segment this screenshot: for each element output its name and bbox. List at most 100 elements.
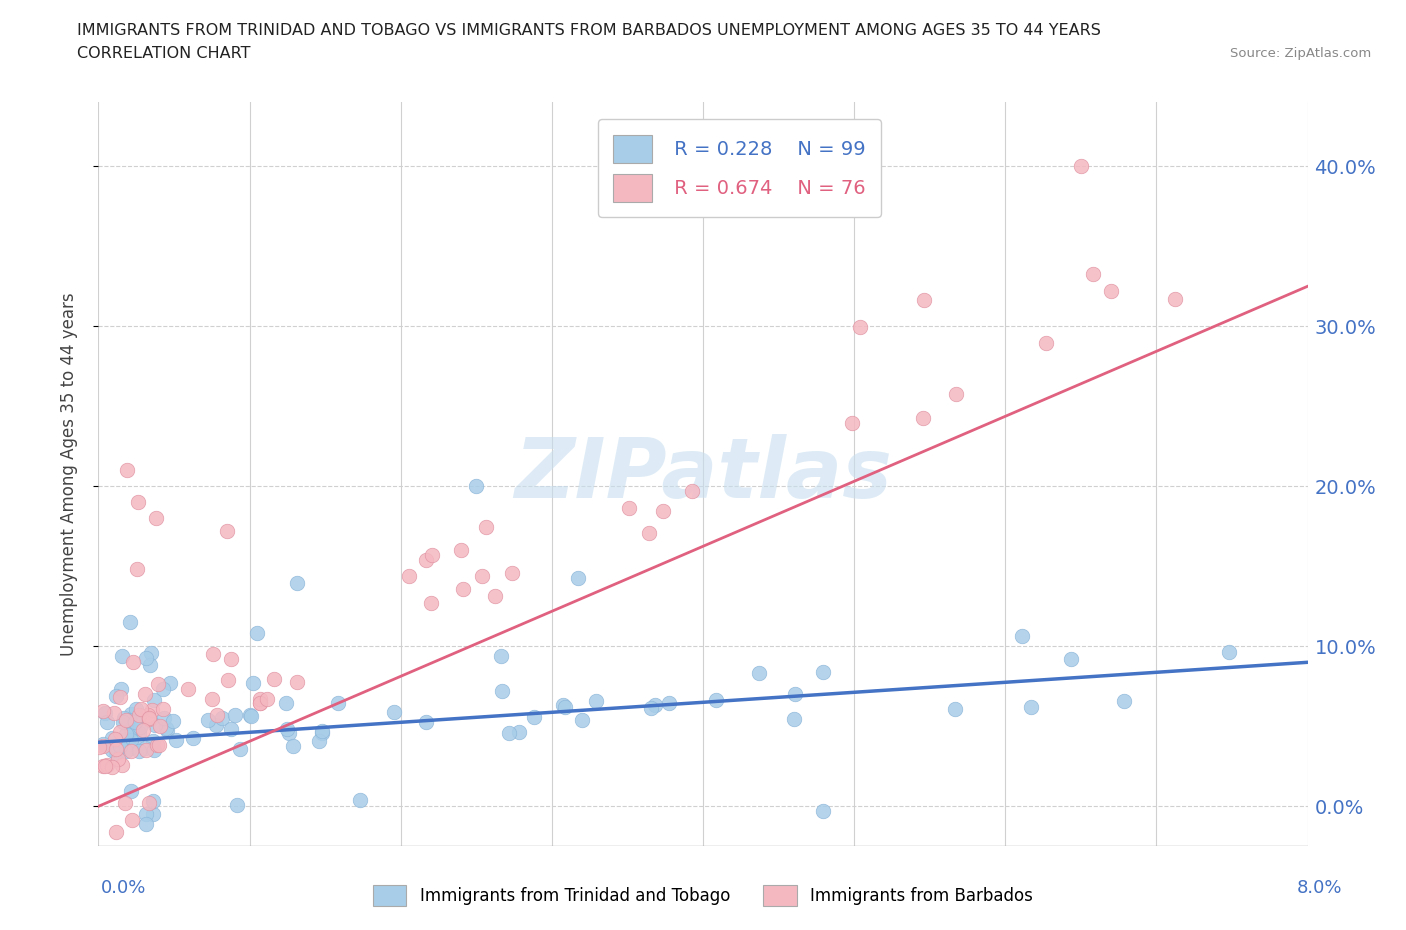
Point [644,698,666,712]
Point [382,705,405,720]
Point [276,722,298,737]
Point [450,543,472,558]
Point [585,694,607,709]
Point [120,741,142,756]
Point [201,692,224,707]
Point [420,547,443,562]
Point [637,525,659,540]
Point [120,707,142,722]
Point [94,706,117,721]
Point [114,744,136,759]
Point [1114,693,1136,708]
Point [91,703,114,718]
Point [263,671,285,686]
Point [132,723,155,737]
Point [1164,292,1187,307]
Point [274,696,297,711]
Point [101,730,124,745]
Point [165,733,187,748]
Point [491,684,513,698]
Point [658,696,681,711]
Point [100,742,122,757]
Point [91,736,114,751]
Point [681,484,703,498]
Point [748,666,770,681]
Point [96,714,118,729]
Point [523,710,546,724]
Point [108,738,131,753]
Point [651,504,673,519]
Point [156,722,179,737]
Point [135,743,157,758]
Point [112,711,135,725]
Point [96,757,118,772]
Point [103,706,125,721]
Point [239,708,262,723]
Point [249,696,271,711]
Point [162,713,184,728]
Point [219,652,242,667]
Point [104,688,127,703]
Text: ZIPatlas: ZIPatlas [515,433,891,515]
Point [420,596,443,611]
Point [110,690,132,705]
Point [120,743,142,758]
Legend: Immigrants from Trinidad and Tobago, Immigrants from Barbados: Immigrants from Trinidad and Tobago, Imm… [367,879,1039,912]
Point [138,711,160,725]
Point [783,686,806,701]
Point [465,479,488,494]
Point [508,724,530,739]
Point [567,570,589,585]
Point [91,738,114,753]
Point [135,817,157,831]
Point [142,793,165,808]
Point [115,712,138,727]
Point [553,698,575,712]
Point [125,735,148,750]
Point [128,708,150,723]
Point [1218,644,1240,659]
Point [125,702,148,717]
Point [138,711,160,726]
Point [326,696,349,711]
Point [135,651,157,666]
Point [311,725,333,740]
Point [1011,629,1033,644]
Point [1021,699,1043,714]
Point [285,674,308,689]
Point [912,293,935,308]
Point [554,699,576,714]
Text: Source: ZipAtlas.com: Source: ZipAtlas.com [1230,46,1371,60]
Point [142,807,165,822]
Point [104,741,127,756]
Point [246,625,269,640]
Point [153,711,176,725]
Point [138,795,160,810]
Point [155,720,177,735]
Point [849,320,872,335]
Point [226,798,249,813]
Point [118,615,141,630]
Point [139,646,162,661]
Point [285,575,308,590]
Point [111,757,134,772]
Point [211,711,233,726]
Point [1059,651,1081,666]
Point [121,655,143,670]
Point [311,724,333,738]
Point [911,410,934,425]
Point [415,715,437,730]
Point [498,726,520,741]
Point [104,745,127,760]
Point [108,724,131,739]
Point [704,692,727,707]
Text: 0.0%: 0.0% [101,879,146,897]
Point [141,703,163,718]
Point [811,664,834,679]
Point [945,386,967,401]
Point [146,737,169,752]
Point [415,553,437,568]
Point [571,713,593,728]
Point [142,734,165,749]
Point [143,718,166,733]
